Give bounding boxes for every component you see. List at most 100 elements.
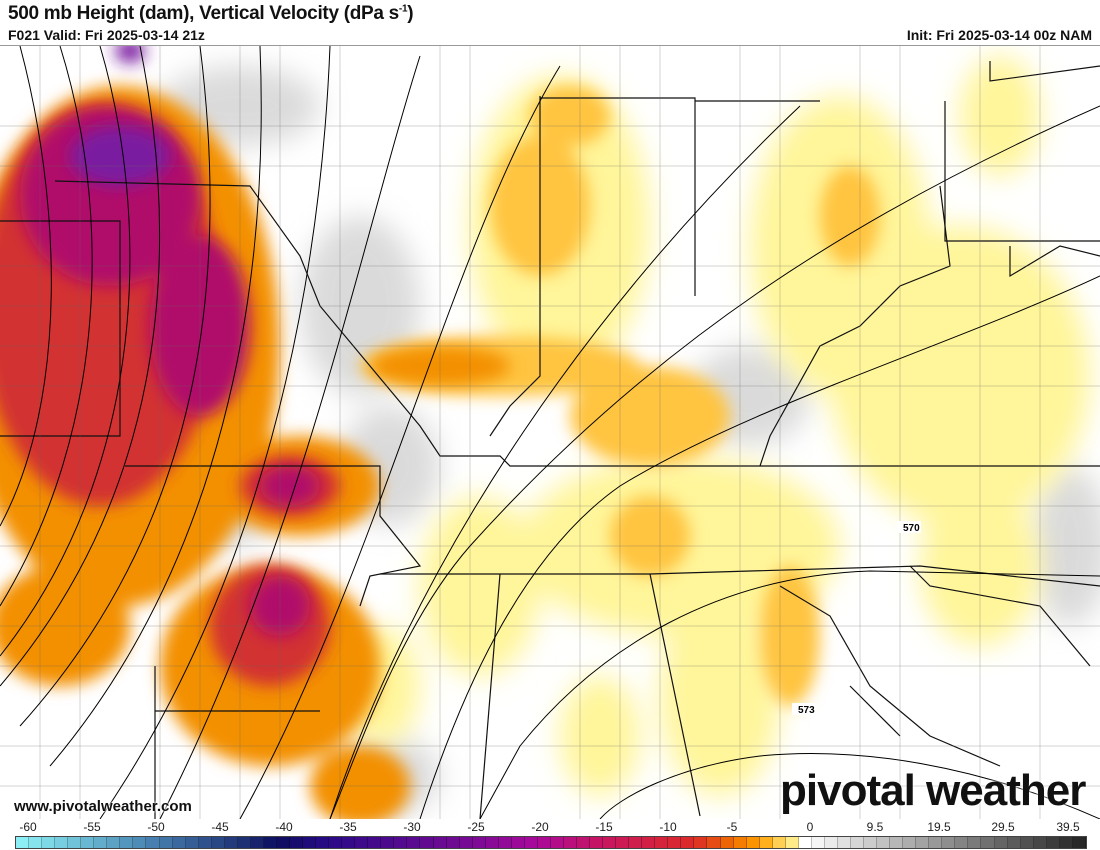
colorbar-cell [877, 837, 891, 848]
colorbar-cell [185, 837, 199, 848]
colorbar-cell [1033, 837, 1047, 848]
map-canvas: 570 573 [0, 46, 1100, 819]
colorbar-cell [550, 837, 564, 848]
colorbar-cell [368, 837, 382, 848]
colorbar-cell [146, 837, 160, 848]
colorbar-cell [577, 837, 591, 848]
colorbar-cell [785, 837, 799, 848]
colorbar-cell [498, 837, 512, 848]
colorbar-label: -10 [659, 820, 677, 834]
watermark-url: www.pivotalweather.com [14, 798, 192, 815]
colorbar-label: -20 [531, 820, 549, 834]
colorbar-cell [303, 837, 317, 848]
colorbar-cell [342, 837, 356, 848]
colorbar-cell [524, 837, 538, 848]
colorbar-cell [211, 837, 225, 848]
colorbar-cell [707, 837, 721, 848]
colorbar-cell [29, 837, 43, 848]
colorbar-cell [563, 837, 578, 848]
colorbar-cell [903, 837, 917, 848]
colorbar-cell [459, 837, 473, 848]
colorbar-label: -35 [339, 820, 357, 834]
colorbar-cell [289, 837, 304, 848]
colorbar-label: 29.5 [991, 820, 1015, 834]
colorbar-cell [981, 837, 995, 848]
colorbar-cell [720, 837, 734, 848]
colorbar-cell [407, 837, 421, 848]
colorbar-cell [798, 837, 812, 848]
colorbar-label: 9.5 [866, 820, 884, 834]
colorbar-cell [824, 837, 838, 848]
colorbar-cell [733, 837, 747, 848]
colorbar-cell [433, 837, 447, 848]
weather-map[interactable]: 570 573 [0, 45, 1100, 819]
colorbar-cell [968, 837, 982, 848]
colorbar-cell [1020, 837, 1034, 848]
colorbar-label: -45 [211, 820, 229, 834]
colorbar-cell [81, 837, 95, 848]
colorbar-cell [107, 837, 121, 848]
colorbar-label: 0 [806, 820, 814, 834]
colorbar-cell [772, 837, 786, 848]
colorbar-label: -40 [275, 820, 293, 834]
colorbar-cell [329, 837, 343, 848]
map-title: 500 mb Height (dam), Vertical Velocity (… [8, 3, 414, 24]
colorbar-label: -50 [147, 820, 165, 834]
colorbar-cell [394, 837, 408, 848]
colorbar-cell [159, 837, 173, 848]
colorbar-cell [811, 837, 825, 848]
colorbar-cell [929, 837, 943, 848]
colorbar-cell [759, 837, 773, 848]
colorbar-cell [851, 837, 865, 848]
colorbar-cell [746, 837, 760, 848]
colorbar [15, 836, 1087, 849]
colorbar-cell [629, 837, 643, 848]
pivotal-weather-logo: pivotal weather [780, 766, 1086, 815]
colorbar-label: -55 [83, 820, 101, 834]
colorbar-cell [681, 837, 695, 848]
colorbar-cell [837, 837, 851, 848]
colorbar-label: 19.5 [927, 820, 951, 834]
colorbar-label: -25 [467, 820, 485, 834]
height-contours [0, 46, 1100, 819]
colorbar-cell [994, 837, 1008, 848]
vertical-velocity-shading [0, 46, 1100, 819]
colorbar-cell [16, 837, 30, 848]
colorbar-cell [420, 837, 434, 848]
contour-label-570: 570 [903, 523, 920, 534]
colorbar-cell [955, 837, 969, 848]
county-borders [0, 46, 1100, 819]
colorbar-cell [590, 837, 604, 848]
colorbar-cell [864, 837, 878, 848]
colorbar-cell [472, 837, 486, 848]
colorbar-cell [642, 837, 656, 848]
colorbar-cell [42, 837, 56, 848]
colorbar-cell [942, 837, 956, 848]
colorbar-cell [890, 837, 904, 848]
colorbar-cell [616, 837, 630, 848]
colorbar-cell [237, 837, 251, 848]
colorbar-cell [172, 837, 186, 848]
colorbar-cell [485, 837, 499, 848]
colorbar-cell [94, 837, 108, 848]
colorbar-cell [224, 837, 238, 848]
colorbar-cell [250, 837, 264, 848]
colorbar-label: -5 [726, 820, 738, 834]
init-time: Init: Fri 2025-03-14 00z NAM [906, 27, 1092, 43]
contour-labels: 570 573 [792, 521, 921, 716]
colorbar-cell [537, 837, 551, 848]
colorbar-label: -15 [595, 820, 613, 834]
colorbar-cell [655, 837, 669, 848]
valid-time: F021 Valid: Fri 2025-03-14 21z [8, 27, 205, 43]
colorbar-cell [120, 837, 134, 848]
colorbar-cell [355, 837, 369, 848]
colorbar-label: -60 [19, 820, 37, 834]
colorbar-label: 39.5 [1056, 820, 1080, 834]
colorbar-cell [446, 837, 460, 848]
colorbar-cell [1046, 837, 1060, 848]
colorbar-label: -30 [403, 820, 421, 834]
colorbar-cell [55, 837, 69, 848]
colorbar-labels: -60 -55 -50 -45 -40 -35 -30 -25 -20 -15 -10 -5 0 9.5 1… [0, 820, 1100, 834]
contour-label-573: 573 [798, 705, 815, 716]
colorbar-cell [381, 837, 395, 848]
